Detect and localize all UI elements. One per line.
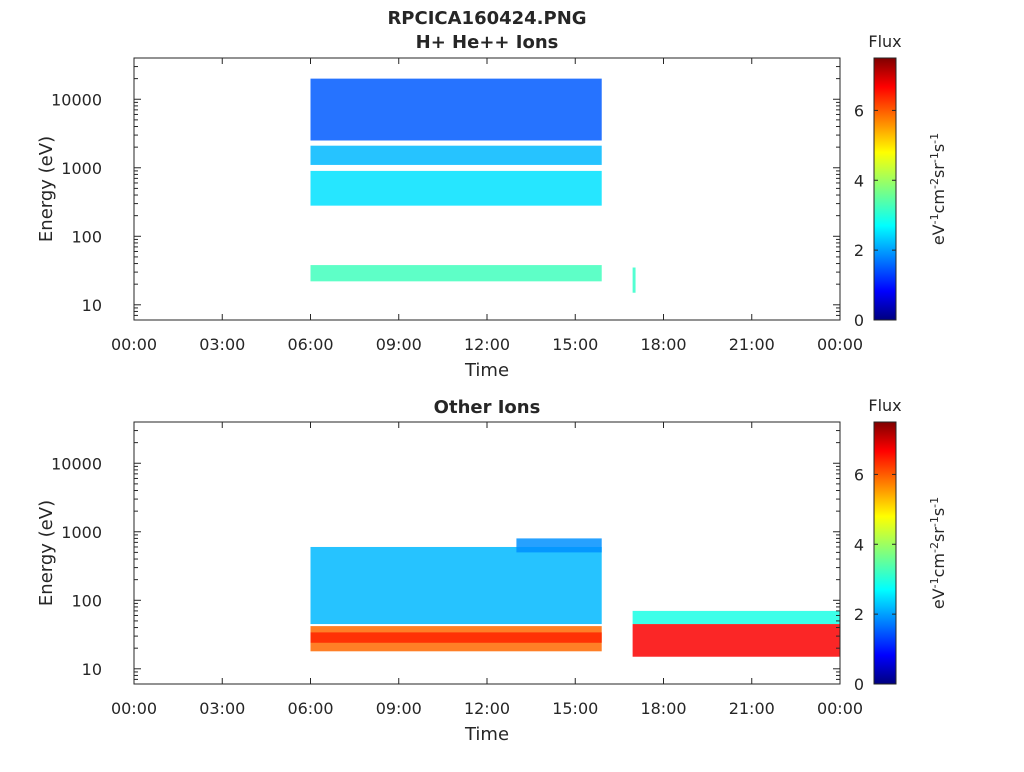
- x-tick-label: 00:00: [817, 335, 863, 354]
- flux-band: [632, 610, 840, 625]
- colorbar-gradient: [873, 421, 897, 685]
- panel-title: H+ He++ Ions: [416, 32, 559, 53]
- flux-band: [310, 170, 602, 206]
- colorbar-tick-label: 6: [854, 465, 864, 484]
- flux-band: [632, 624, 840, 657]
- spectrogram: [310, 538, 840, 657]
- flux-band: [310, 145, 602, 165]
- colorbar-units: eV-1cm-2sr-1s-1: [928, 497, 949, 609]
- x-tick-label: 18:00: [640, 699, 686, 718]
- y-axis-label: Energy (eV): [36, 500, 57, 606]
- flux-band: [310, 546, 602, 625]
- colorbar-tick-label: 2: [854, 605, 864, 624]
- y-tick-label: 10: [82, 660, 102, 679]
- x-tick-label: 09:00: [376, 699, 422, 718]
- x-tick-label: 12:00: [464, 335, 510, 354]
- colorbar: 0 2 4 6 Flux eV-1cm-2sr-1s-1: [854, 396, 948, 694]
- flux-band: [310, 265, 602, 282]
- panel-h-he-ions: H+ He++ Ions 00:00 03:00 06:00 09:00 12:00 15…: [36, 32, 948, 381]
- x-tick-label: 12:00: [464, 699, 510, 718]
- y-tick-label: 10: [82, 296, 102, 315]
- colorbar-tick-label: 0: [854, 311, 864, 330]
- colorbar-title: Flux: [868, 396, 901, 415]
- colorbar-units: eV-1cm-2sr-1s-1: [928, 133, 949, 245]
- x-tick-label: 15:00: [552, 699, 598, 718]
- figure-title: RPCICA160424.PNG: [387, 8, 586, 29]
- x-axis-label: Time: [464, 724, 509, 745]
- colorbar-tick-label: 4: [854, 535, 864, 554]
- x-tick-label: 18:00: [640, 335, 686, 354]
- y-tick-label: 100: [71, 591, 102, 610]
- x-tick-label: 03:00: [199, 699, 245, 718]
- x-tick-label: 06:00: [287, 699, 333, 718]
- y-tick-label: 1000: [61, 523, 102, 542]
- x-tick-label: 00:00: [111, 335, 157, 354]
- x-tick-label: 21:00: [729, 335, 775, 354]
- x-tick-label: 00:00: [817, 699, 863, 718]
- panel-title: Other Ions: [434, 397, 541, 418]
- colorbar-gradient: [873, 57, 897, 321]
- colorbar-tick-label: 6: [854, 101, 864, 120]
- colorbar-title: Flux: [868, 32, 901, 51]
- x-axis-label: Time: [464, 360, 509, 381]
- x-tick-label: 21:00: [729, 699, 775, 718]
- x-tick-label: 06:00: [287, 335, 333, 354]
- spectrogram: [310, 78, 636, 293]
- colorbar-tick-label: 4: [854, 171, 864, 190]
- x-tick-label: 03:00: [199, 335, 245, 354]
- y-tick-label: 10000: [51, 90, 102, 109]
- plot-area: 00:00 03:00 06:00 09:00 12:00 15:00 18:00 21:00…: [51, 57, 863, 354]
- flux-band: [632, 267, 636, 293]
- y-tick-label: 1000: [61, 159, 102, 178]
- flux-band: [310, 78, 602, 141]
- x-tick-label: 09:00: [376, 335, 422, 354]
- colorbar: 0 2 4 6 Flux eV-1cm-2sr-1s-1: [854, 32, 948, 330]
- y-axis-label: Energy (eV): [36, 136, 57, 242]
- y-tick-label: 100: [71, 227, 102, 246]
- x-tick-label: 15:00: [552, 335, 598, 354]
- flux-band: [310, 632, 602, 643]
- y-tick-label: 10000: [51, 454, 102, 473]
- colorbar-tick-label: 2: [854, 241, 864, 260]
- plot-area: 00:00 03:00 06:00 09:00 12:00 15:00 18:00 21:00…: [51, 421, 863, 718]
- colorbar-tick-label: 0: [854, 675, 864, 694]
- x-tick-label: 00:00: [111, 699, 157, 718]
- flux-band: [516, 538, 602, 553]
- panel-other-ions: Other Ions 00:00 03:00 06:00 09:00 12:00 15:0…: [36, 396, 948, 745]
